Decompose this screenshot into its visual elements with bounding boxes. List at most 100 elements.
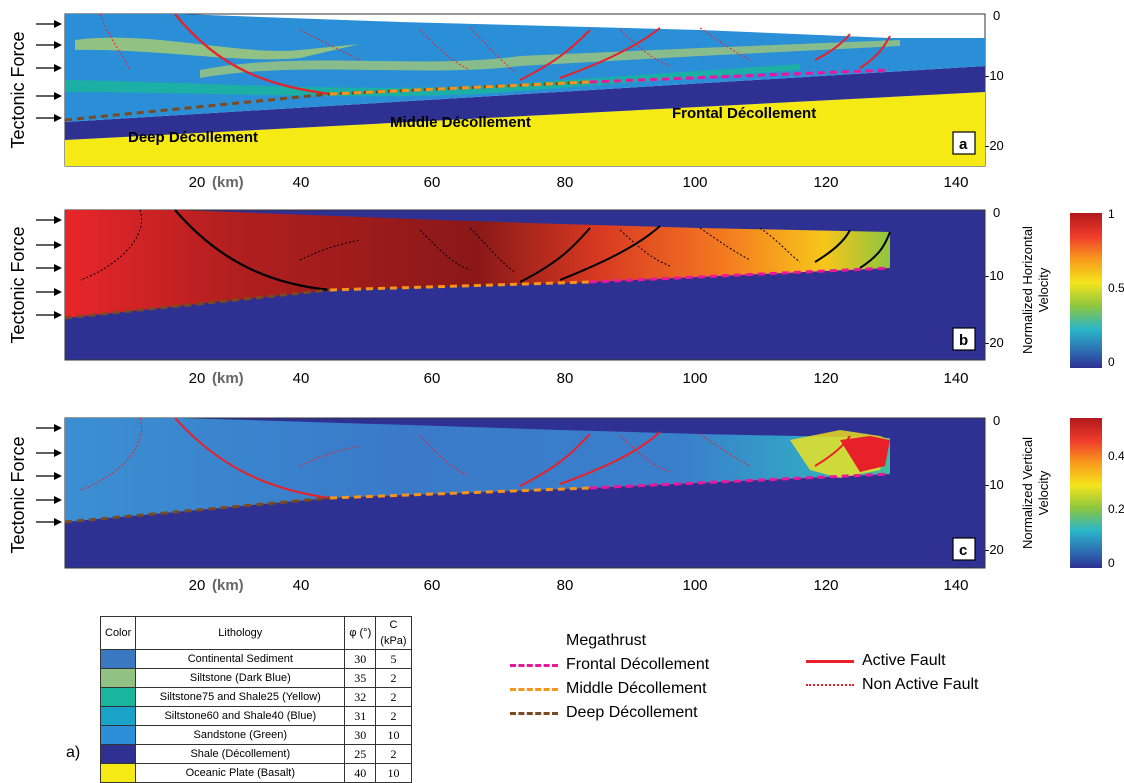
oceanic-plate-layer xyxy=(65,92,985,166)
panel-a: Deep Décollement Middle Décollement Fron… xyxy=(64,13,986,167)
legend-middle-label: Middle Décollement xyxy=(566,680,707,697)
panel-c-badge xyxy=(952,537,976,561)
vv-deep-decollement xyxy=(64,496,331,524)
friction-angle: 30 xyxy=(344,725,377,745)
panel-a-label: a xyxy=(959,136,968,153)
x-tick-label: 80 xyxy=(557,174,574,191)
frontal-decollement-label: Frontal Décollement xyxy=(672,105,816,122)
panel-c: c 0.4 0.2 0 Normalized VerticalVelocity xyxy=(64,417,1124,570)
y-tick-label: -10 xyxy=(985,68,1004,83)
force-arrow-head xyxy=(54,92,62,100)
middle-dash-swatch xyxy=(510,687,558,691)
vv-colorbar-title: Normalized VerticalVelocity xyxy=(1020,437,1051,549)
cohesion: 2 xyxy=(375,668,412,688)
legend-non-active-fault: Non Active Fault xyxy=(806,676,979,694)
vv-colorbar-tick-04: 0.4 xyxy=(1108,449,1124,463)
panel-c-side-label: Tectonic Force xyxy=(8,436,28,553)
lithology-color-swatch xyxy=(99,763,137,783)
force-arrow-head xyxy=(54,216,62,224)
cohesion: 2 xyxy=(375,706,412,726)
siltstone-shale-band xyxy=(65,64,800,97)
y-tick-label: -10 xyxy=(985,477,1004,492)
hv-colorbar-tick-0: 0 xyxy=(1108,355,1115,369)
x-tick-label: 20 xyxy=(189,577,206,594)
hv-colorbar-title: Normalized HorizontalVelocity xyxy=(1020,226,1051,354)
siltstone-band-2 xyxy=(200,40,900,78)
x-tick-label: 40 xyxy=(293,577,310,594)
vv-middle-decollement xyxy=(329,486,591,500)
vv-active-fault-4 xyxy=(814,435,851,467)
force-arrow-head xyxy=(54,424,62,432)
frontal-decollement-line xyxy=(589,68,891,84)
x-tick-label: 40 xyxy=(293,174,310,191)
hv-deep-decollement xyxy=(64,288,331,320)
hv-active-fault-3 xyxy=(559,225,661,281)
axes: 20 40 60 80 100 120 140 (km) 20 40 60 80 100 120 140 (k… xyxy=(189,8,1004,594)
y-tick-label: -20 xyxy=(985,138,1004,153)
lithology-name: Shale (Décollement) xyxy=(135,744,346,764)
legend-title: Megathrust xyxy=(566,632,647,649)
force-arrow-head xyxy=(54,518,62,526)
table-header-lithology: Lithology xyxy=(135,616,346,650)
x-tick-label: 40 xyxy=(293,370,310,387)
active-fault-2 xyxy=(519,29,591,81)
x-tick-label: 60 xyxy=(424,370,441,387)
force-arrow-head xyxy=(54,288,62,296)
x-unit-label: (km) xyxy=(212,174,244,191)
lithology-name: Siltstone60 and Shale40 (Blue) xyxy=(135,706,346,726)
lithology-color-swatch xyxy=(99,744,137,764)
lithology-color-swatch xyxy=(99,687,137,707)
active-fault-5 xyxy=(859,35,891,69)
hv-middle-decollement xyxy=(329,280,591,292)
lithology-color-swatch xyxy=(99,725,137,745)
table-panel-tag: a) xyxy=(66,744,81,761)
panel-b-side-label: Tectonic Force xyxy=(8,226,28,343)
friction-angle: 32 xyxy=(344,687,377,707)
vv-colorbar-tick-02: 0.2 xyxy=(1108,502,1124,516)
active-fault-4 xyxy=(814,33,851,61)
hv-colorbar-tick-05: 0.5 xyxy=(1108,281,1124,295)
lithology-name: Siltstone75 and Shale25 (Yellow) xyxy=(135,687,346,707)
siltstone-band xyxy=(75,37,360,60)
hv-active-fault-1 xyxy=(174,209,331,292)
lithology-color-swatch xyxy=(99,668,137,688)
panel-c-label: c xyxy=(959,542,967,559)
legend-active-fault-label: Active Fault xyxy=(862,652,946,669)
y-tick-label: -10 xyxy=(985,268,1004,283)
friction-angle: 30 xyxy=(344,649,377,669)
cohesion: 10 xyxy=(375,725,412,745)
active-fault-3 xyxy=(559,27,661,79)
hv-frontal-decollement xyxy=(589,266,891,284)
table-row: Continental Sediment 30 5 xyxy=(99,649,412,669)
panel-b: b 1 0.5 0 Normalized HorizontalVelocity xyxy=(64,207,1124,369)
legend-active-fault: Active Fault xyxy=(806,652,946,670)
lithology-color-swatch xyxy=(99,706,137,726)
vv-active-fault-3 xyxy=(559,431,661,485)
x-tick-label: 60 xyxy=(424,174,441,191)
table-header-phi: φ (°) xyxy=(344,616,377,650)
vertical-velocity-field xyxy=(65,418,890,522)
middle-decollement-label: Middle Décollement xyxy=(390,114,531,131)
force-arrow-head xyxy=(54,449,62,457)
legend-frontal-label: Frontal Décollement xyxy=(566,656,710,673)
hv-active-fault-4 xyxy=(814,229,851,263)
cohesion: 5 xyxy=(375,649,412,669)
legend-deep: Deep Décollement xyxy=(510,704,698,722)
tectonic-force-arrows xyxy=(36,20,62,526)
shale-decollement-layer xyxy=(65,66,985,140)
friction-angle: 25 xyxy=(344,744,377,764)
table-row: Siltstone75 and Shale25 (Yellow) 32 2 xyxy=(99,687,412,707)
table-header-c: C (kPa) xyxy=(375,616,412,650)
horizontal-velocity-field xyxy=(65,210,890,318)
hv-non-active-faults xyxy=(79,209,801,281)
x-tick-label: 80 xyxy=(557,577,574,594)
active-fault-1 xyxy=(174,13,331,96)
force-arrow-head xyxy=(54,241,62,249)
x-tick-label: 100 xyxy=(682,577,707,594)
panel-b-label: b xyxy=(959,332,968,349)
y-tick-label: 0 xyxy=(993,205,1000,220)
vertical-velocity-colorbar xyxy=(1070,418,1102,568)
force-arrow-head xyxy=(54,264,62,272)
vv-non-active-faults xyxy=(79,417,751,491)
x-tick-label: 140 xyxy=(943,577,968,594)
